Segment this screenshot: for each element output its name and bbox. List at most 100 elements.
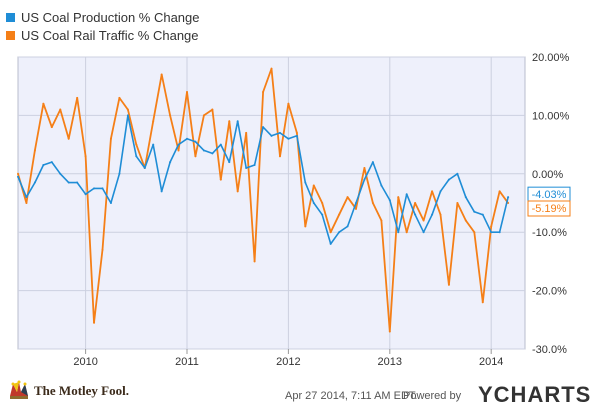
point-production xyxy=(338,231,341,234)
point-rail xyxy=(25,202,28,204)
point-production xyxy=(186,137,188,140)
x-tick-label: 2013 xyxy=(378,356,402,368)
point-production xyxy=(355,202,357,204)
point-rail xyxy=(67,137,70,140)
point-production xyxy=(498,231,501,234)
point-rail xyxy=(490,225,493,228)
point-rail xyxy=(431,190,434,193)
legend-swatch-production xyxy=(6,12,15,22)
point-production xyxy=(507,196,510,199)
plot-area xyxy=(18,57,525,349)
point-rail xyxy=(253,260,256,263)
point-production xyxy=(194,140,197,143)
point-production xyxy=(50,161,53,164)
point-rail xyxy=(84,155,87,158)
point-rail xyxy=(321,202,324,204)
point-production xyxy=(211,152,214,155)
point-production xyxy=(84,193,87,196)
point-production xyxy=(76,181,79,184)
x-tick-label: 2014 xyxy=(479,356,503,368)
point-rail xyxy=(126,108,129,111)
point-production xyxy=(388,199,391,202)
legend-swatch-rail xyxy=(6,30,15,40)
point-rail xyxy=(371,202,374,204)
brand-name: The Motley Fool. xyxy=(34,383,129,398)
point-production xyxy=(143,166,146,169)
point-rail xyxy=(439,213,442,216)
point-production xyxy=(397,231,400,234)
point-rail xyxy=(287,102,290,105)
point-production xyxy=(93,187,96,190)
point-production xyxy=(346,225,349,228)
point-production xyxy=(447,178,450,181)
point-rail xyxy=(59,108,62,111)
point-rail xyxy=(295,131,298,134)
point-rail xyxy=(202,114,205,117)
point-production xyxy=(67,181,70,184)
point-production xyxy=(464,196,467,199)
end-label-box xyxy=(527,200,571,217)
point-rail xyxy=(42,102,45,105)
point-rail xyxy=(278,155,281,158)
point-rail xyxy=(228,120,231,123)
point-production xyxy=(422,231,425,234)
point-rail xyxy=(219,178,222,181)
point-production xyxy=(456,172,459,175)
chart-legend: US Coal Production % Change US Coal Rail… xyxy=(6,8,200,44)
point-rail xyxy=(93,321,96,324)
point-rail xyxy=(160,73,163,76)
point-rail xyxy=(33,149,36,152)
point-production xyxy=(363,178,366,181)
point-rail xyxy=(397,196,400,199)
point-production xyxy=(177,143,180,146)
point-production xyxy=(109,202,112,204)
point-rail xyxy=(346,196,349,199)
point-rail xyxy=(355,207,357,210)
y-tick-label: 10.00% xyxy=(532,110,570,122)
point-rail xyxy=(447,283,450,286)
powered-by-label: Powered by xyxy=(403,390,462,402)
point-rail xyxy=(363,166,366,169)
y-tick-label: 20.00% xyxy=(532,52,570,64)
jester-hat-icon xyxy=(10,380,28,399)
point-rail xyxy=(109,137,112,140)
point-production xyxy=(42,164,45,167)
point-production xyxy=(253,164,256,167)
point-rail xyxy=(211,108,214,111)
point-production xyxy=(490,231,493,234)
point-rail xyxy=(464,219,467,222)
end-label-production: -4.03% xyxy=(532,189,567,201)
point-rail xyxy=(50,126,53,129)
point-rail xyxy=(338,213,341,216)
point-production xyxy=(295,134,298,137)
point-production xyxy=(380,184,383,187)
motley-fool-logo[interactable]: The Motley Fool. xyxy=(8,380,129,402)
point-production xyxy=(262,126,265,129)
point-rail xyxy=(152,120,155,123)
point-production xyxy=(371,161,374,164)
y-tick-label: -10.0% xyxy=(532,227,567,239)
point-rail xyxy=(177,149,180,152)
legend-label-rail: US Coal Rail Traffic % Change xyxy=(21,27,199,43)
point-rail xyxy=(262,91,265,94)
legend-item-rail[interactable]: US Coal Rail Traffic % Change xyxy=(6,26,200,44)
point-rail xyxy=(194,155,197,158)
point-rail xyxy=(245,131,248,134)
ycharts-logo[interactable]: YCHARTS xyxy=(478,382,590,407)
point-rail xyxy=(118,96,121,99)
x-tick-label: 2011 xyxy=(175,356,199,368)
x-tick-label: 2012 xyxy=(276,356,300,368)
point-production xyxy=(321,213,324,216)
point-rail xyxy=(76,96,79,99)
point-rail xyxy=(405,231,408,234)
point-rail xyxy=(304,225,307,228)
point-production xyxy=(219,143,222,146)
point-production xyxy=(304,181,307,184)
point-production xyxy=(101,187,104,190)
legend-item-production[interactable]: US Coal Production % Change xyxy=(6,8,200,26)
point-rail xyxy=(388,330,391,333)
point-production xyxy=(169,161,172,164)
point-rail xyxy=(169,114,172,117)
point-production xyxy=(287,137,290,140)
